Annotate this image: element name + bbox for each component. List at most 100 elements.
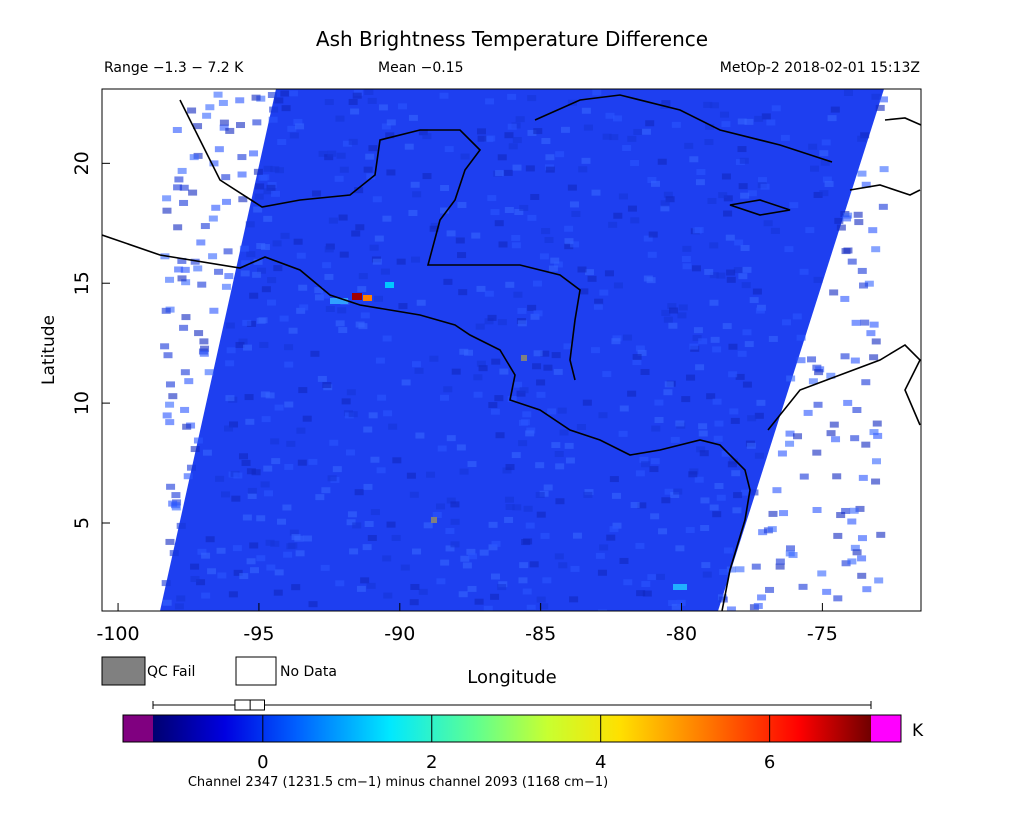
swath-pixel xyxy=(411,256,421,263)
swath-pixel xyxy=(775,563,785,570)
swath-pixel xyxy=(439,207,449,214)
swath-pixel xyxy=(597,569,607,576)
swath-pixel xyxy=(533,128,543,135)
swath-pixel xyxy=(859,282,869,289)
swath-pixel xyxy=(456,444,466,451)
swath-pixel xyxy=(871,246,881,253)
swath-pixel xyxy=(740,192,750,199)
swath-pixel xyxy=(363,483,373,490)
swath-pixel xyxy=(678,304,688,311)
swath-pixel xyxy=(590,347,600,354)
swath-pixel xyxy=(639,456,649,463)
swath-pixel xyxy=(660,200,670,207)
swath-pixel xyxy=(161,307,171,314)
swath-pixel xyxy=(649,466,659,473)
swath-pixel xyxy=(676,599,686,606)
swath-pixel xyxy=(273,589,283,596)
swath-pixel xyxy=(517,320,527,327)
swath-pixel xyxy=(779,510,789,517)
swath-pixel xyxy=(763,220,773,227)
swath-pixel xyxy=(533,350,543,357)
swath-pixel xyxy=(706,393,716,400)
swath-pixel xyxy=(641,128,651,135)
swath-pixel xyxy=(819,150,829,157)
swath-pixel xyxy=(244,394,254,401)
swath-pixel xyxy=(554,451,564,458)
swath-pixel xyxy=(753,602,763,609)
swath-pixel xyxy=(798,583,808,590)
swath-pixel xyxy=(602,133,612,140)
swath-pixel xyxy=(535,462,545,469)
swath-pixel xyxy=(698,430,708,437)
swath-pixel xyxy=(530,313,540,320)
swath-pixel xyxy=(221,491,231,498)
swath-pixel xyxy=(834,217,844,224)
swath-pixel xyxy=(721,450,731,457)
swath-pixel xyxy=(246,320,256,327)
swath-pixel xyxy=(511,242,521,249)
swath-pixel xyxy=(310,350,320,357)
swath-pixel xyxy=(608,221,618,228)
swath-pixel xyxy=(488,402,498,409)
swath-pixel xyxy=(709,299,719,306)
swath-pixel xyxy=(635,542,645,549)
swath-pixel xyxy=(200,223,210,230)
swath-pixel xyxy=(161,580,171,587)
swath-pixel xyxy=(876,531,886,538)
swath-pixel xyxy=(605,112,615,119)
swath-pixel xyxy=(332,466,342,473)
swath-pixel xyxy=(265,539,275,546)
swath-pixel xyxy=(163,352,173,359)
swath-pixel xyxy=(768,335,778,342)
swath-pixel xyxy=(174,176,184,183)
swath-pixel xyxy=(718,596,728,603)
x-tick-label: -75 xyxy=(807,623,838,645)
swath-pixel xyxy=(328,217,338,224)
swath-pixel xyxy=(196,239,206,246)
swath-pixel xyxy=(681,256,691,263)
swath-pixel xyxy=(249,292,259,299)
swath-pixel xyxy=(455,237,465,244)
swath-pixel xyxy=(263,215,273,222)
hot-pixel xyxy=(363,295,372,301)
swath-pixel xyxy=(598,609,608,611)
swath-pixel xyxy=(788,552,798,559)
swath-pixel xyxy=(236,122,246,129)
swath-pixel xyxy=(820,159,830,166)
swath-pixel xyxy=(352,92,362,99)
swath-pixel xyxy=(576,424,586,431)
swath-pixel xyxy=(850,435,860,442)
swath-pixel xyxy=(383,592,393,599)
swath-pixel xyxy=(675,420,685,427)
swath-pixel xyxy=(261,286,271,293)
swath-pixel xyxy=(488,521,498,528)
swath-pixel xyxy=(826,430,836,437)
swath-pixel xyxy=(366,173,376,180)
swath-pixel xyxy=(824,181,834,188)
swath-pixel xyxy=(761,113,771,120)
swath-pixel xyxy=(747,190,757,197)
swath-pixel xyxy=(671,603,681,610)
swath-pixel xyxy=(551,442,561,449)
swath-pixel xyxy=(675,545,685,552)
swath-pixel xyxy=(277,518,287,525)
swath-pixel xyxy=(572,532,582,539)
swath-pixel xyxy=(543,364,553,371)
swath-pixel xyxy=(558,562,568,569)
swath-pixel xyxy=(179,199,189,206)
swath-pixel xyxy=(388,423,398,430)
swath-pixel xyxy=(193,437,203,444)
swath-pixel xyxy=(495,170,505,177)
swath-pixel xyxy=(338,327,348,334)
swath-pixel xyxy=(604,270,614,277)
swath-pixel xyxy=(471,232,481,239)
swath-pixel xyxy=(485,98,495,105)
swath-pixel xyxy=(197,548,207,555)
swath-pixel xyxy=(694,476,704,483)
swath-pixel xyxy=(853,211,863,218)
swath-pixel xyxy=(209,307,219,314)
swath-pixel xyxy=(473,374,483,381)
swath-pixel xyxy=(295,123,305,130)
swath-pixel xyxy=(583,491,593,498)
swath-pixel xyxy=(258,317,268,324)
